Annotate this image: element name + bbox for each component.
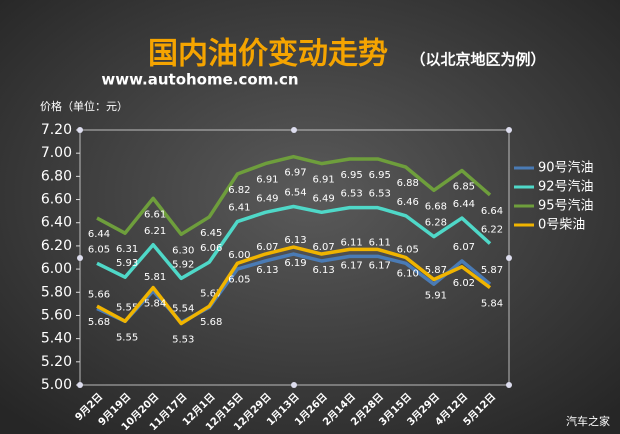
data-label: 6.49 bbox=[256, 193, 278, 204]
data-label: 6.28 bbox=[425, 218, 447, 229]
data-label: 6.68 bbox=[425, 201, 447, 212]
frame-handle bbox=[506, 127, 512, 133]
data-label: 5.66 bbox=[88, 290, 110, 301]
legend-label: 95号汽油 bbox=[538, 199, 594, 214]
data-label: 5.68 bbox=[88, 317, 110, 328]
data-label: 6.53 bbox=[341, 189, 363, 200]
data-label: 6.45 bbox=[200, 228, 222, 239]
series-line bbox=[96, 245, 492, 326]
data-label: 6.06 bbox=[200, 243, 222, 254]
y-tick-label: 7.20 bbox=[41, 122, 72, 138]
data-label: 5.84 bbox=[144, 299, 166, 310]
y-tick-label: 5.20 bbox=[41, 354, 72, 370]
frame-handle bbox=[291, 127, 297, 133]
data-label: 6.41 bbox=[228, 203, 250, 214]
data-label: 6.49 bbox=[312, 193, 334, 204]
frame-handle bbox=[77, 382, 83, 388]
data-label: 6.54 bbox=[284, 188, 306, 199]
legend-label: 90号汽油 bbox=[538, 161, 594, 176]
data-label: 6.22 bbox=[481, 225, 503, 236]
data-label: 5.87 bbox=[425, 265, 447, 276]
y-tick-label: 6.00 bbox=[41, 261, 72, 277]
data-label: 6.88 bbox=[397, 178, 419, 189]
data-label: 6.44 bbox=[88, 229, 110, 240]
data-label: 6.21 bbox=[144, 226, 166, 237]
data-label: 6.82 bbox=[228, 185, 250, 196]
data-label: 6.17 bbox=[369, 260, 391, 271]
data-label: 5.53 bbox=[172, 335, 194, 346]
data-label: 6.11 bbox=[369, 237, 391, 248]
data-label: 6.10 bbox=[397, 269, 419, 280]
data-label: 6.05 bbox=[88, 244, 110, 255]
data-label: 6.30 bbox=[172, 245, 194, 256]
data-label: 6.11 bbox=[341, 237, 363, 248]
data-label: 6.95 bbox=[341, 170, 363, 181]
data-label: 6.13 bbox=[284, 235, 306, 246]
data-label: 5.84 bbox=[481, 299, 503, 310]
data-label: 6.13 bbox=[256, 265, 278, 276]
data-label: 6.97 bbox=[284, 168, 306, 179]
frame-handle bbox=[77, 255, 83, 261]
data-label: 6.53 bbox=[369, 189, 391, 200]
legend-label: 0号柴油 bbox=[538, 218, 585, 233]
series-line bbox=[96, 204, 492, 281]
data-label: 5.93 bbox=[116, 258, 138, 269]
data-label: 6.64 bbox=[481, 206, 503, 217]
frame-handle bbox=[77, 127, 83, 133]
title: 国内油价变动走势 bbox=[148, 37, 388, 72]
data-label: 6.13 bbox=[312, 265, 334, 276]
legend-label: 92号汽油 bbox=[538, 180, 594, 195]
data-label: 5.55 bbox=[116, 332, 138, 343]
series-line bbox=[96, 154, 492, 237]
data-label: 6.95 bbox=[369, 170, 391, 181]
data-label: 5.87 bbox=[481, 265, 503, 276]
data-label: 6.17 bbox=[341, 260, 363, 271]
y-tick-label: 5.60 bbox=[41, 307, 72, 323]
frame-handle bbox=[291, 382, 297, 388]
data-label: 6.85 bbox=[453, 182, 475, 193]
data-label: 6.31 bbox=[116, 244, 138, 255]
data-label: 6.91 bbox=[312, 175, 334, 186]
subtitle: （以北京地区为例） bbox=[410, 51, 545, 69]
y-tick-label: 5.40 bbox=[41, 331, 72, 347]
data-label: 6.91 bbox=[256, 175, 278, 186]
data-label: 5.54 bbox=[172, 303, 194, 314]
data-label: 6.02 bbox=[453, 278, 475, 289]
data-label: 5.92 bbox=[172, 259, 194, 270]
data-label: 5.91 bbox=[425, 291, 447, 302]
data-label: 5.55 bbox=[116, 302, 138, 313]
data-label: 6.44 bbox=[453, 199, 475, 210]
y-axis-label: 价格（单位：元） bbox=[40, 99, 128, 113]
data-label: 6.05 bbox=[397, 244, 419, 255]
y-tick-label: 5.00 bbox=[41, 377, 72, 393]
y-tick-label: 5.80 bbox=[41, 284, 72, 300]
data-label: 6.61 bbox=[144, 209, 166, 220]
data-label: 6.05 bbox=[228, 274, 250, 285]
y-tick-label: 6.40 bbox=[41, 215, 72, 231]
y-tick-label: 6.80 bbox=[41, 168, 72, 184]
data-label: 6.00 bbox=[228, 250, 250, 261]
data-label: 5.67 bbox=[200, 288, 222, 299]
data-label: 6.07 bbox=[312, 242, 334, 253]
y-tick-label: 6.60 bbox=[41, 192, 72, 208]
data-label: 5.81 bbox=[144, 272, 166, 283]
data-label: 6.07 bbox=[256, 242, 278, 253]
data-label: 6.07 bbox=[453, 242, 475, 253]
data-label: 6.19 bbox=[284, 258, 306, 269]
y-tick-label: 6.20 bbox=[41, 238, 72, 254]
url: www.autohome.com.cn bbox=[101, 71, 298, 89]
watermark: 汽车之家 bbox=[566, 414, 610, 428]
data-label: 5.68 bbox=[200, 317, 222, 328]
y-tick-label: 7.00 bbox=[41, 145, 72, 161]
frame-handle bbox=[506, 255, 512, 261]
frame-handle bbox=[506, 382, 512, 388]
data-label: 6.46 bbox=[397, 197, 419, 208]
